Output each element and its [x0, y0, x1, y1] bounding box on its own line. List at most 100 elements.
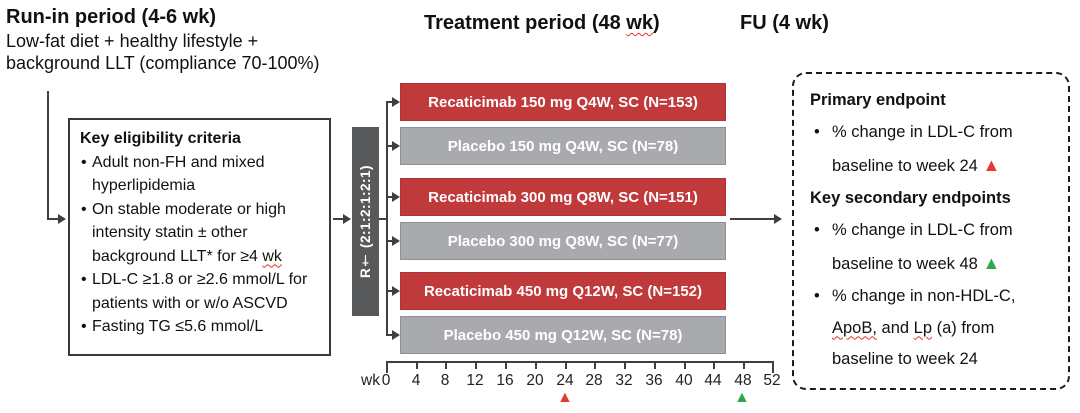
arm4-arrowhead-icon	[392, 236, 400, 246]
primary-endpoint-bullet: % change in LDL-C from baseline to week …	[810, 117, 1052, 183]
axis-tick-label: 40	[675, 372, 693, 389]
axis-tick	[684, 361, 686, 369]
arm-bar-label: Recaticimab 150 mg Q4W, SC (N=153)	[428, 93, 698, 111]
eligibility-criteria-box: Key eligibility criteria Adult non-FH an…	[68, 118, 331, 356]
eligibility-bullet: Fasting TG ≤5.6 mmol/L	[80, 315, 321, 339]
arm-bar-placebo-450: Placebo 450 mg Q12W, SC (N=78)	[400, 316, 726, 354]
runin-period-title: Run-in period (4-6 wk)	[6, 6, 216, 28]
axis-tick	[654, 361, 656, 369]
arm2-arrowhead-icon	[392, 141, 400, 151]
branch-line-arm2	[386, 145, 394, 147]
axis-tick-label: 12	[466, 372, 484, 389]
runin-period-subtitle: Low-fat diet + healthy lifestyle + backg…	[6, 31, 320, 74]
week24-triangle-icon: ▲	[982, 155, 1001, 176]
eligibility-bullet-text: Adult non-FH and mixed hyperlipidemia	[92, 153, 265, 195]
arms-to-endpoints-arrow	[730, 218, 776, 220]
arm-bar-label: Recaticimab 450 mg Q12W, SC (N=152)	[423, 282, 703, 300]
randomization-box: R† (2:1:2:1:2:1)	[352, 127, 379, 316]
arm-bar-label: Placebo 150 mg Q4W, SC (N=78)	[447, 137, 679, 155]
axis-tick	[772, 361, 774, 373]
lp-squiggle-word: Lp	[913, 318, 933, 337]
axis-tick	[386, 361, 388, 373]
axis-tick-label: 8	[440, 372, 450, 389]
primary-endpoint-title: Primary endpoint	[810, 91, 946, 109]
treatment-title-text: Treatment period (48	[424, 12, 627, 34]
eligibility-to-randomization-arrow	[333, 218, 345, 220]
arm5-arrowhead-icon	[392, 286, 400, 296]
axis-tick-label: 48	[734, 372, 752, 389]
treatment-title-close: )	[652, 12, 660, 34]
treatment-period-title: Treatment period (48 wk)	[424, 12, 660, 35]
axis-tick	[594, 361, 596, 369]
week24-marker-triangle-icon: ▲	[557, 389, 573, 406]
arm6-arrowhead-icon	[392, 330, 400, 340]
eligibility-bullet: Adult non-FH and mixed hyperlipidemia	[80, 151, 321, 198]
runin-arrowhead-icon	[58, 214, 66, 224]
arm-bar-label: Placebo 450 mg Q12W, SC (N=78)	[443, 326, 683, 344]
eligibility-bullet-squiggle: wk	[262, 247, 282, 265]
axis-tick-label: 16	[496, 372, 514, 389]
axis-tick	[535, 361, 537, 369]
arm-bar-recaticimab-150: Recaticimab 150 mg Q4W, SC (N=153)	[400, 83, 726, 121]
axis-tick-label: 20	[526, 372, 544, 389]
axis-tick-label: 0	[381, 372, 391, 389]
axis-tick-label: 4	[411, 372, 421, 389]
secondary-endpoints-title: Key secondary endpoints	[810, 189, 1011, 208]
axis-tick-label: 24	[556, 372, 574, 389]
runin-elbow-arrow-horizontal	[47, 218, 59, 220]
axis-tick	[475, 361, 477, 369]
axis-tick	[416, 361, 418, 369]
axis-tick-label: 28	[585, 372, 603, 389]
secondary-endpoint-text: (a) from baseline to week 24	[832, 318, 995, 369]
axis-tick	[743, 361, 745, 369]
axis-tick	[505, 361, 507, 369]
branch-line-arm6	[386, 334, 394, 336]
eligibility-bullet-text: Fasting TG ≤5.6 mmol/L	[92, 318, 264, 336]
axis-unit-label: wk	[361, 372, 380, 389]
eligibility-bullet: LDL-C ≥1.8 or ≥2.6 mmol/L for patients w…	[80, 268, 321, 315]
eligibility-bullet: On stable moderate or high intensity sta…	[80, 198, 321, 269]
endpoints-arrowhead-icon	[774, 214, 782, 224]
branch-line-arm4	[386, 240, 394, 242]
endpoints-panel: Primary endpoint % change in LDL-C from …	[792, 72, 1070, 390]
eligibility-title: Key eligibility criteria	[80, 130, 241, 147]
axis-tick	[624, 361, 626, 369]
runin-elbow-arrow-vertical	[47, 91, 49, 219]
arm-bar-label: Recaticimab 300 mg Q8W, SC (N=151)	[428, 188, 698, 206]
randomization-branch-trunk	[386, 101, 388, 336]
axis-tick	[565, 361, 567, 369]
axis-tick-label: 52	[763, 372, 781, 389]
axis-tick	[445, 361, 447, 369]
randomization-arrowhead-icon	[343, 214, 351, 224]
primary-endpoint-text: % change in LDL-C from baseline to week …	[832, 122, 1013, 176]
secondary-endpoint-text: and	[876, 318, 914, 337]
arm3-arrowhead-icon	[392, 192, 400, 202]
randomization-label: R† (2:1:2:1:2:1)	[358, 164, 373, 279]
week48-marker-triangle-icon: ▲	[734, 389, 750, 406]
secondary-endpoint-bullet-2: % change in non-HDL-C, ApoB, and Lp (a) …	[810, 281, 1052, 376]
branch-line-arm5	[386, 290, 394, 292]
secondary-endpoint-text: % change in non-HDL-C,	[832, 287, 1016, 306]
branch-line-arm1	[386, 101, 394, 103]
secondary-endpoint-text: % change in LDL-C from baseline to week …	[832, 220, 1013, 274]
arm-bar-recaticimab-300: Recaticimab 300 mg Q8W, SC (N=151)	[400, 178, 726, 216]
arm-bar-placebo-300: Placebo 300 mg Q8W, SC (N=77)	[400, 222, 726, 260]
axis-tick	[713, 361, 715, 369]
week-axis-line	[386, 361, 774, 363]
secondary-endpoint-bullet-1: % change in LDL-C from baseline to week …	[810, 215, 1052, 281]
followup-period-title: FU (4 wk)	[740, 12, 829, 34]
arm-bar-placebo-150: Placebo 150 mg Q4W, SC (N=78)	[400, 127, 726, 165]
eligibility-bullet-text: LDL-C ≥1.8 or ≥2.6 mmol/L for patients w…	[92, 271, 308, 312]
treatment-title-squiggle-word: wk	[626, 12, 653, 34]
branch-line-arm3	[386, 196, 394, 198]
arm-bar-label: Placebo 300 mg Q8W, SC (N=77)	[447, 232, 679, 250]
randomization-branch-stem	[379, 218, 387, 220]
apob-squiggle-word: ApoB,	[832, 318, 877, 337]
axis-tick-label: 32	[615, 372, 633, 389]
axis-tick-label: 44	[704, 372, 722, 389]
eligibility-bullet-text: On stable moderate or high intensity sta…	[92, 200, 286, 265]
week48-triangle-icon: ▲	[982, 253, 1001, 274]
arm-bar-recaticimab-450: Recaticimab 450 mg Q12W, SC (N=152)	[400, 272, 726, 310]
axis-tick-label: 36	[645, 372, 663, 389]
